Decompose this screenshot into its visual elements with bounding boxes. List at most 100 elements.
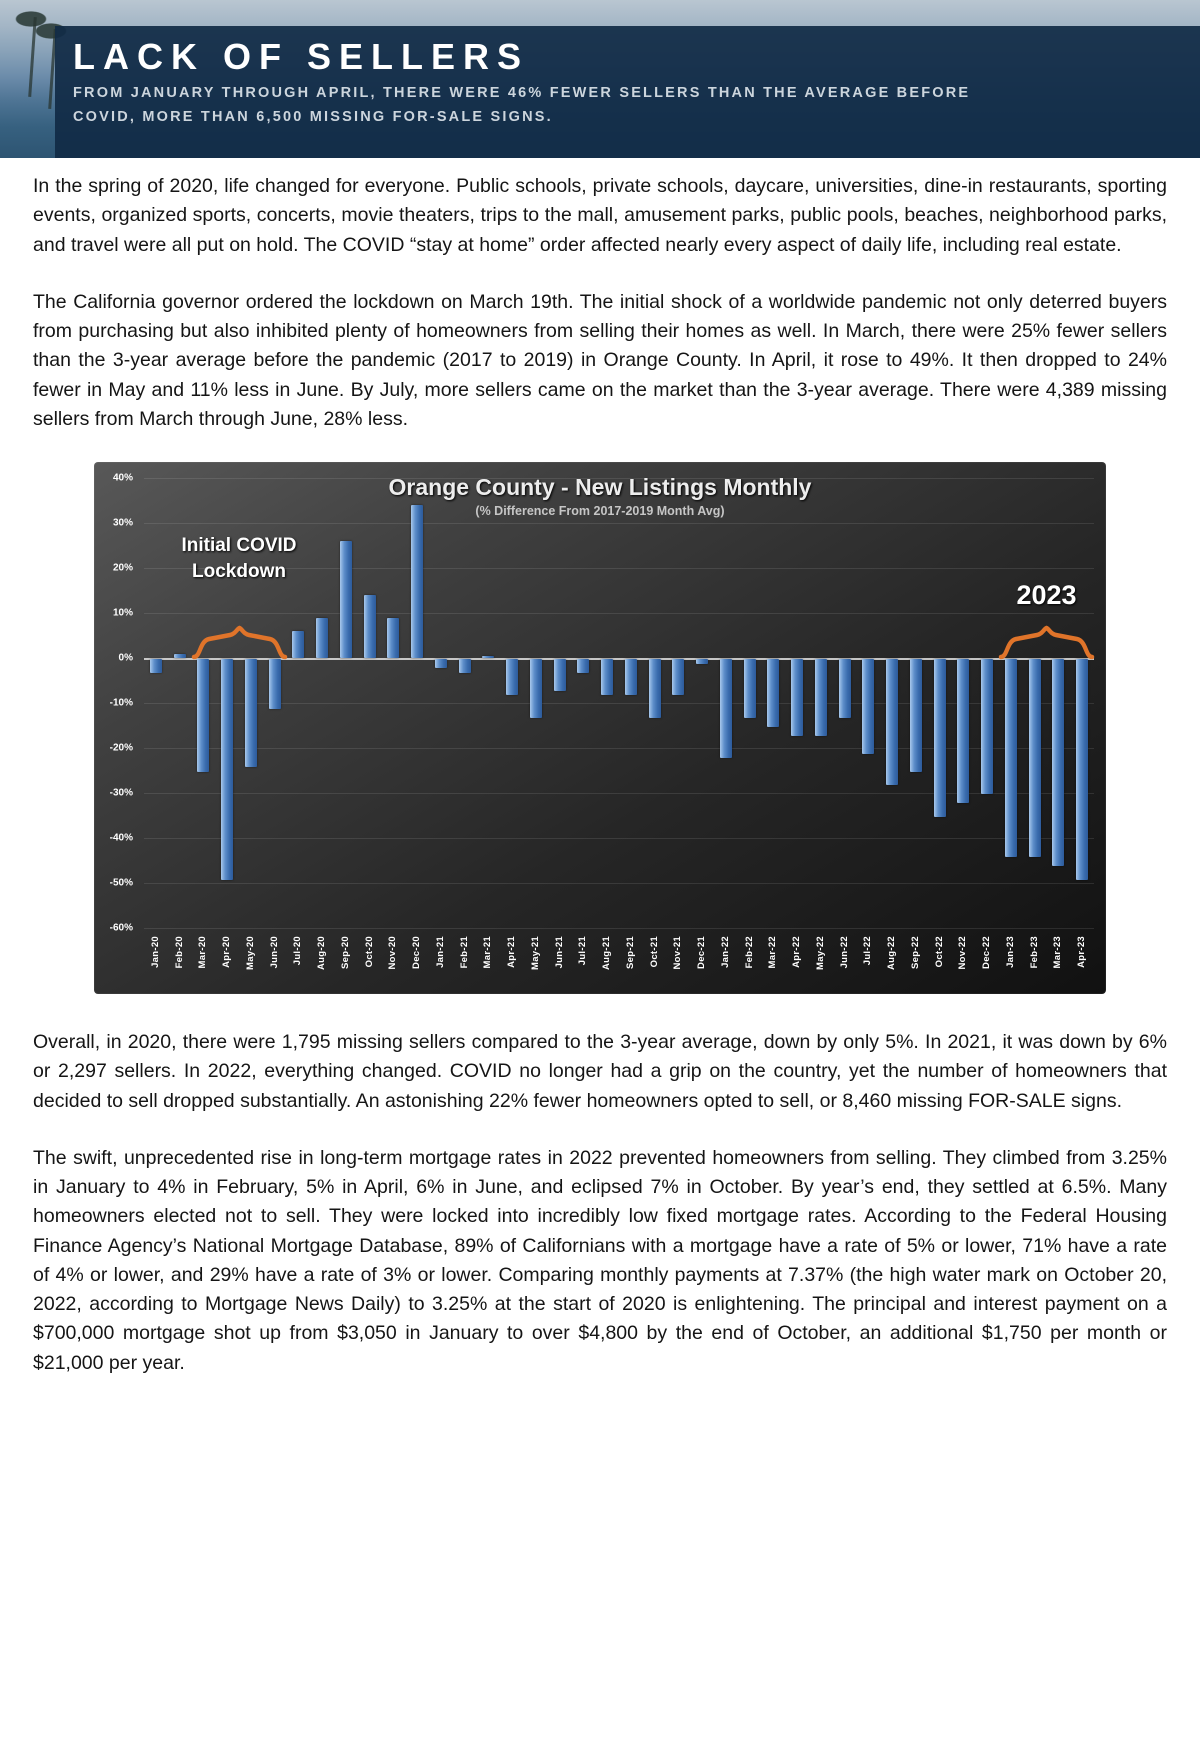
y-tick-label: -50%: [109, 877, 133, 889]
x-tick-label: Nov-22: [957, 936, 969, 970]
brace-2023-icon: [998, 625, 1095, 660]
lockdown-brace-icon: [191, 625, 287, 660]
bar-Jul-22: [862, 659, 875, 754]
bar-Aug-22: [886, 659, 899, 785]
x-tick-label: Dec-22: [981, 936, 993, 969]
x-tick-label: May-21: [529, 936, 541, 971]
gridline: [144, 748, 1094, 749]
bar-Jun-22: [838, 659, 851, 718]
bar-Feb-23: [1028, 659, 1041, 857]
x-tick-label: Mar-21: [482, 936, 494, 969]
label-2023: 2023: [1016, 580, 1077, 610]
gridline: [144, 703, 1094, 704]
x-tick-label: Aug-20: [316, 936, 328, 970]
bar-Jan-23: [1004, 659, 1017, 857]
x-tick-label: Jan-22: [719, 936, 731, 968]
x-tick-label: Sep-21: [624, 936, 636, 969]
bar-Dec-21: [696, 659, 709, 664]
page-title: LACK OF SELLERS: [73, 36, 530, 77]
x-tick-label: Mar-20: [197, 936, 209, 969]
bar-Jan-22: [719, 659, 732, 758]
y-tick-label: 20%: [112, 562, 133, 574]
y-tick-label: 10%: [112, 607, 133, 619]
x-tick-label: Sep-20: [339, 936, 351, 969]
chart-subtitle: (% Difference From 2017-2019 Month Avg): [475, 504, 725, 518]
bar-Oct-21: [648, 659, 661, 718]
bar-May-21: [529, 659, 542, 718]
x-tick-label: Jan-21: [434, 936, 446, 968]
bar-Aug-20: [316, 617, 329, 658]
article-body: In the spring of 2020, life changed for …: [0, 158, 1200, 1378]
x-tick-label: Jun-21: [553, 936, 565, 969]
chart-header: Orange County - New Listings Monthly (% …: [94, 474, 1106, 518]
x-tick-label: Feb-21: [458, 936, 470, 969]
x-tick-label: Jan-20: [149, 936, 161, 968]
bar-Nov-21: [672, 659, 685, 695]
gridline: [144, 478, 1094, 479]
y-tick-label: 30%: [112, 517, 133, 529]
x-tick-label: Jan-23: [1004, 936, 1016, 968]
bar-Oct-20: [363, 595, 376, 658]
bar-Apr-22: [791, 659, 804, 736]
bar-May-22: [814, 659, 827, 736]
x-tick-label: Jul-22: [862, 936, 874, 966]
header-subtitle: FROM JANUARY THROUGH APRIL, THERE WERE 4…: [73, 82, 1180, 128]
y-tick-label: -60%: [109, 922, 133, 934]
x-tick-label: Dec-20: [411, 936, 423, 969]
x-tick-label: Mar-23: [1052, 936, 1064, 969]
gridline: [144, 613, 1094, 614]
gridline: [144, 568, 1094, 569]
bar-Sep-20: [339, 541, 352, 658]
x-tick-label: Oct-20: [363, 936, 375, 968]
bar-May-20: [244, 659, 257, 767]
y-tick-label: -30%: [109, 787, 133, 799]
x-tick-label: Feb-23: [1028, 936, 1040, 969]
bar-Jun-21: [553, 659, 566, 691]
x-tick-label: Jul-21: [577, 936, 589, 966]
x-tick-label: Feb-22: [743, 936, 755, 969]
bar-Nov-22: [957, 659, 970, 803]
x-tick-label: Apr-22: [791, 936, 803, 968]
bar-Feb-21: [458, 659, 471, 673]
x-tick-label: Dec-21: [696, 936, 708, 969]
chart-y-axis: 40% 30% 20% 10% 0% -10% -20% -30% -40% -50% -60%: [94, 473, 140, 934]
y-tick-label: -20%: [109, 742, 133, 754]
zero-line: [144, 658, 1094, 660]
bar-Jun-20: [268, 659, 281, 709]
bar-Feb-22: [743, 659, 756, 718]
bar-Nov-20: [387, 617, 400, 658]
bar-Apr-20: [221, 659, 234, 880]
bar-Apr-23: [1076, 659, 1089, 880]
x-tick-label: Nov-20: [387, 936, 399, 970]
y-tick-label: 40%: [112, 472, 133, 484]
y-tick-label: -10%: [109, 697, 133, 709]
x-tick-label: Jul-20: [292, 936, 304, 966]
gridline: [144, 838, 1094, 839]
gridline: [144, 928, 1094, 929]
x-tick-label: Jun-20: [268, 936, 280, 969]
bar-Oct-22: [933, 659, 946, 817]
bar-Feb-20: [173, 653, 186, 658]
bar-Dec-22: [981, 659, 994, 794]
x-tick-label: Mar-22: [767, 936, 779, 969]
bar-Aug-21: [601, 659, 614, 695]
paragraph-mortgage-rates: The swift, unprecedented rise in long-te…: [33, 1146, 1167, 1374]
y-tick-label: -40%: [109, 832, 133, 844]
gridline: [144, 883, 1094, 884]
bar-Sep-21: [624, 659, 637, 695]
x-tick-label: May-22: [814, 936, 826, 971]
x-tick-label: Feb-20: [173, 936, 185, 969]
bar-Apr-21: [506, 659, 519, 695]
y-tick-label: 0%: [118, 652, 133, 664]
bar-Mar-23: [1052, 659, 1065, 866]
paragraph-intro: In the spring of 2020, life changed for …: [33, 175, 1167, 256]
chart-plot: Initial COVID Lockdown 2023: [144, 478, 1095, 929]
header-subtitle-line-1: FROM JANUARY THROUGH APRIL, THERE WERE 4…: [73, 85, 971, 102]
x-tick-label: May-20: [244, 936, 256, 971]
bar-Jan-21: [434, 659, 447, 668]
chart-x-axis: Jan-20 Feb-20 Mar-20 Apr-20 May-20 Jun-20 Jul-…: [144, 934, 1094, 992]
bar-Mar-20: [197, 659, 210, 772]
bar-Sep-22: [909, 659, 922, 772]
header-overlay: LACK OF SELLERS FROM JANUARY THROUGH APR…: [55, 26, 1200, 158]
x-tick-label: Oct-21: [648, 936, 660, 968]
